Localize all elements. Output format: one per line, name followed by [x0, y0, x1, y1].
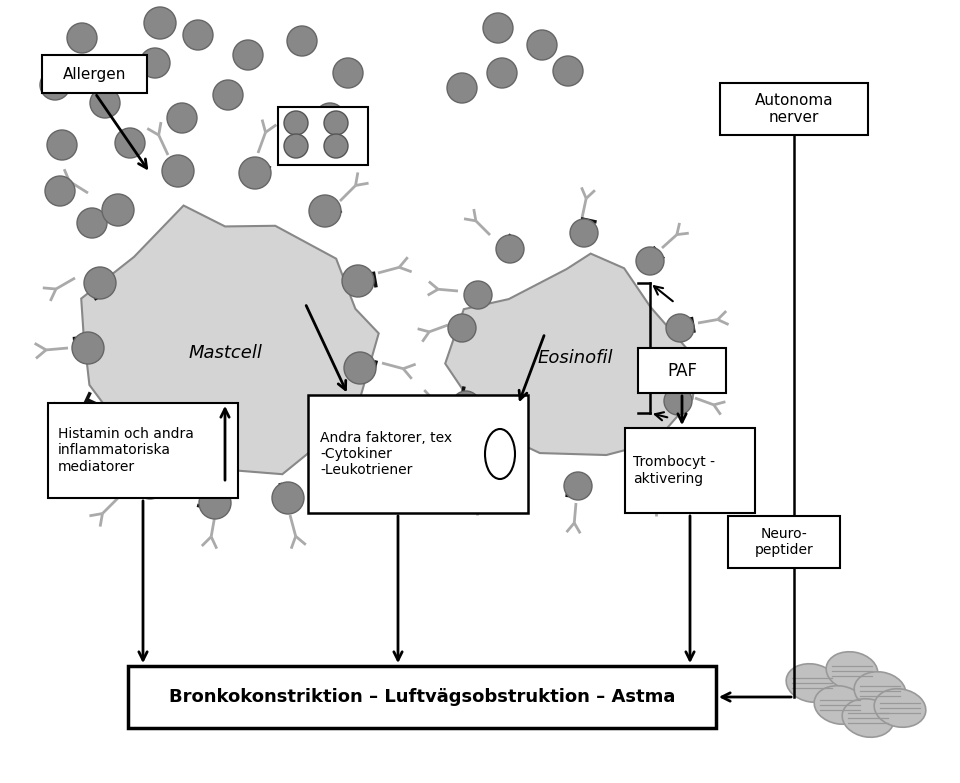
Circle shape: [570, 219, 598, 247]
FancyBboxPatch shape: [42, 55, 147, 93]
Circle shape: [342, 265, 374, 297]
Text: PAF: PAF: [667, 362, 697, 380]
Circle shape: [134, 467, 166, 499]
Polygon shape: [82, 205, 378, 483]
Text: Allergen: Allergen: [62, 67, 126, 81]
Text: Autonoma
nerver: Autonoma nerver: [755, 93, 833, 125]
Circle shape: [140, 48, 170, 78]
Circle shape: [233, 40, 263, 70]
Circle shape: [483, 13, 513, 43]
Ellipse shape: [827, 651, 877, 691]
Circle shape: [309, 195, 341, 227]
Circle shape: [464, 281, 492, 309]
Circle shape: [162, 155, 194, 187]
Ellipse shape: [485, 429, 515, 479]
Circle shape: [90, 88, 120, 118]
Circle shape: [496, 235, 524, 263]
Ellipse shape: [842, 698, 894, 738]
Circle shape: [183, 20, 213, 50]
Circle shape: [287, 26, 317, 56]
Ellipse shape: [875, 689, 925, 727]
Ellipse shape: [786, 664, 838, 702]
FancyBboxPatch shape: [128, 666, 716, 728]
Circle shape: [167, 103, 197, 133]
Text: Trombocyt -
aktivering: Trombocyt - aktivering: [633, 456, 715, 485]
Circle shape: [452, 391, 480, 419]
Circle shape: [115, 128, 145, 158]
Circle shape: [344, 352, 376, 384]
Text: Bronkokonstriktion – Luftvägsobstruktion – Astma: Bronkokonstriktion – Luftvägsobstruktion…: [169, 688, 675, 706]
Circle shape: [664, 387, 692, 415]
FancyBboxPatch shape: [728, 516, 840, 568]
Circle shape: [45, 176, 75, 206]
FancyBboxPatch shape: [48, 403, 238, 498]
Circle shape: [144, 7, 176, 39]
Circle shape: [333, 58, 363, 88]
Circle shape: [284, 134, 308, 158]
Circle shape: [324, 134, 348, 158]
FancyBboxPatch shape: [720, 83, 868, 135]
Circle shape: [487, 58, 517, 88]
Polygon shape: [445, 254, 697, 455]
Circle shape: [47, 130, 77, 160]
Text: Andra faktorer, tex
-Cytokiner
-Leukotriener: Andra faktorer, tex -Cytokiner -Leukotri…: [320, 431, 452, 477]
Circle shape: [324, 111, 348, 135]
Ellipse shape: [854, 672, 906, 710]
Circle shape: [72, 332, 104, 364]
Circle shape: [636, 247, 664, 275]
Circle shape: [199, 487, 231, 519]
Text: Histamin och andra
inflammatoriska
mediatorer: Histamin och andra inflammatoriska media…: [58, 428, 194, 474]
Text: Neuro-
peptider: Neuro- peptider: [755, 527, 813, 557]
Circle shape: [666, 314, 694, 342]
Circle shape: [315, 103, 345, 133]
Circle shape: [629, 451, 657, 479]
FancyBboxPatch shape: [638, 348, 726, 393]
Circle shape: [40, 70, 70, 100]
Circle shape: [67, 23, 97, 53]
Circle shape: [77, 208, 107, 238]
Circle shape: [326, 437, 358, 469]
Circle shape: [239, 157, 271, 189]
Ellipse shape: [814, 686, 866, 724]
Text: Eosinofil: Eosinofil: [538, 349, 612, 367]
Circle shape: [447, 73, 477, 103]
Circle shape: [553, 56, 583, 86]
FancyBboxPatch shape: [625, 428, 755, 513]
Text: Mastcell: Mastcell: [188, 344, 262, 362]
FancyBboxPatch shape: [278, 107, 368, 165]
FancyBboxPatch shape: [308, 395, 528, 513]
Circle shape: [102, 194, 134, 226]
Circle shape: [486, 457, 514, 485]
Circle shape: [527, 30, 557, 60]
Circle shape: [272, 482, 304, 514]
Circle shape: [448, 314, 476, 342]
Circle shape: [284, 111, 308, 135]
Circle shape: [213, 80, 243, 110]
Circle shape: [86, 405, 118, 437]
Circle shape: [84, 267, 116, 299]
Circle shape: [564, 472, 592, 500]
